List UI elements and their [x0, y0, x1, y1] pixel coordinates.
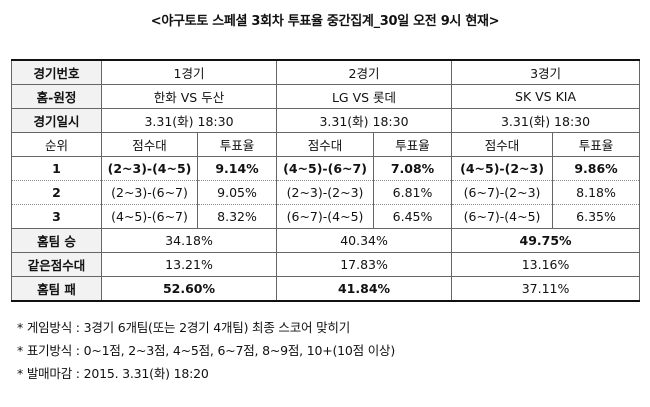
note-sales-deadline: * 발매마감 : 2015. 3.31(화) 18:20 [17, 366, 209, 381]
game-2-score: (2~3)-(2~3) [276, 180, 375, 205]
rank-header-label: 순위 [11, 132, 102, 157]
game-3-draw: 13.16% [451, 252, 641, 277]
draw-row: 같은점수대 13.21% 17.83% 13.16% [11, 252, 641, 277]
game-3-score: (6~7)-(4~5) [451, 204, 554, 229]
home-win-row: 홈팀 승 34.18% 40.34% 49.75% [11, 228, 641, 253]
matchup-label: 홈-원정 [11, 84, 102, 109]
game-3-rate: 9.86% [552, 156, 641, 181]
game-number-row: 경기번호 1경기 2경기 3경기 [11, 59, 641, 85]
game-2-matchup: LG VS 롯데 [276, 84, 453, 109]
note-game-method: * 게임방식 : 3경기 6개팀(또는 2경기 4개팀) 최종 스코어 맞히기 [17, 320, 350, 335]
game-1-number: 1경기 [100, 59, 278, 85]
home-loss-label: 홈팀 패 [11, 276, 102, 302]
draw-label: 같은점수대 [11, 252, 102, 277]
notes: * 게임방식 : 3경기 6개팀(또는 2경기 4개팀) 최종 스코어 맞히기 … [17, 316, 395, 385]
game-1-rate: 9.05% [196, 180, 278, 205]
game-3-rate-header: 투표율 [552, 132, 641, 157]
home-loss-row: 홈팀 패 52.60% 41.84% 37.11% [11, 276, 641, 302]
game-1-home-loss: 52.60% [100, 276, 278, 302]
game-1-home-win: 34.18% [100, 228, 278, 253]
game-1-score: (4~5)-(6~7) [101, 204, 198, 229]
game-1-rate: 9.14% [196, 156, 278, 181]
rank-number: 2 [11, 180, 102, 205]
note-notation: * 표기방식 : 0~1점, 2~3점, 4~5점, 6~7점, 8~9점, 1… [17, 343, 396, 358]
game-3-rate: 6.35% [552, 204, 641, 229]
game-3-score-header: 점수대 [451, 132, 554, 157]
game-3-matchup: SK VS KIA [451, 84, 641, 109]
game-2-rate: 7.08% [373, 156, 453, 181]
game-2-score: (4~5)-(6~7) [276, 156, 375, 181]
game-2-score-header: 점수대 [276, 132, 375, 157]
game-3-rate: 8.18% [552, 180, 641, 205]
game-2-score: (6~7)-(4~5) [276, 204, 375, 229]
game-2-number: 2경기 [276, 59, 453, 85]
game-2-rate-header: 투표율 [373, 132, 453, 157]
game-1-draw: 13.21% [100, 252, 278, 277]
game-2-draw: 17.83% [276, 252, 453, 277]
vote-rate-table: 경기번호 1경기 2경기 3경기 홈-원정 한화 VS 두산 LG VS 롯데 … [11, 59, 641, 302]
game-2-date: 3.31(화) 18:30 [276, 108, 453, 133]
game-1-score-header: 점수대 [101, 132, 198, 157]
game-3-number: 3경기 [451, 59, 641, 85]
game-3-home-loss: 37.11% [451, 276, 641, 302]
game-3-home-win: 49.75% [451, 228, 641, 253]
game-1-rate: 8.32% [196, 204, 278, 229]
game-1-matchup: 한화 VS 두산 [100, 84, 278, 109]
game-1-date: 3.31(화) 18:30 [100, 108, 278, 133]
game-3-score: (4~5)-(2~3) [451, 156, 554, 181]
game-2-home-win: 40.34% [276, 228, 453, 253]
game-2-home-loss: 41.84% [276, 276, 453, 302]
game-1-score: (2~3)-(4~5) [101, 156, 198, 181]
game-1-score: (2~3)-(6~7) [101, 180, 198, 205]
game-1-rate-header: 투표율 [196, 132, 278, 157]
game-date-label: 경기일시 [11, 108, 102, 133]
game-date-row: 경기일시 3.31(화) 18:30 3.31(화) 18:30 3.31(화)… [11, 108, 641, 133]
game-2-rate: 6.81% [373, 180, 453, 205]
rank-header-row: 순위 점수대 투표율 점수대 투표율 점수대 투표율 [11, 132, 641, 157]
rank-number: 1 [11, 156, 102, 181]
rank-row: 1 (2~3)-(4~5) 9.14% (4~5)-(6~7) 7.08% (4… [11, 156, 641, 181]
game-number-label: 경기번호 [11, 59, 102, 85]
game-3-score: (6~7)-(2~3) [451, 180, 554, 205]
rank-row: 3 (4~5)-(6~7) 8.32% (6~7)-(4~5) 6.45% (6… [11, 204, 641, 229]
rank-row: 2 (2~3)-(6~7) 9.05% (2~3)-(2~3) 6.81% (6… [11, 180, 641, 205]
game-2-rate: 6.45% [373, 204, 453, 229]
game-3-date: 3.31(화) 18:30 [451, 108, 641, 133]
page-title: <야구토토 스페셜 3회차 투표율 중간집계_30일 오전 9시 현재> [150, 14, 500, 29]
rank-number: 3 [11, 204, 102, 229]
home-win-label: 홈팀 승 [11, 228, 102, 253]
matchup-row: 홈-원정 한화 VS 두산 LG VS 롯데 SK VS KIA [11, 84, 641, 109]
